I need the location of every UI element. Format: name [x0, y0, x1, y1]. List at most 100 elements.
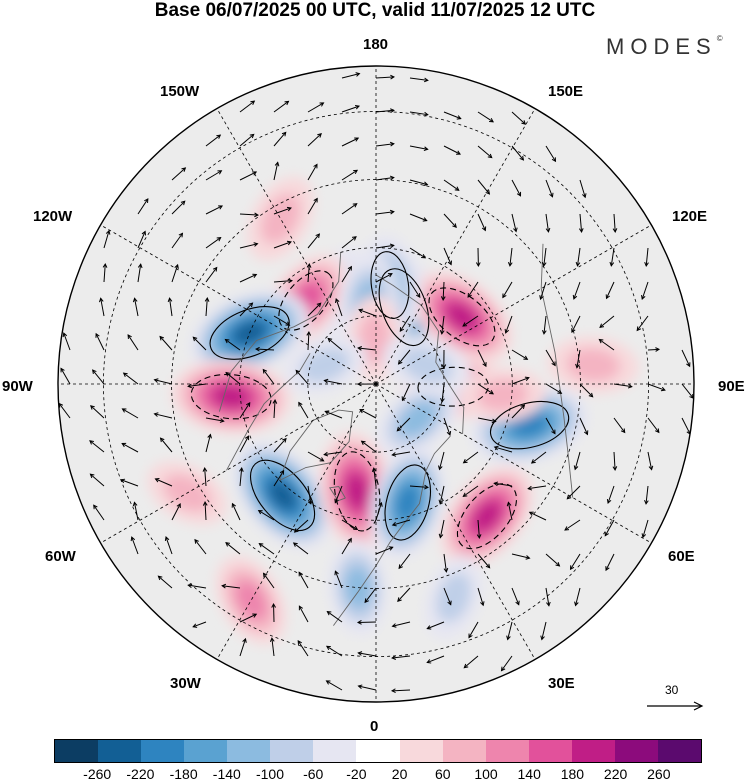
- wind-vector: [154, 379, 173, 385]
- wind-vector-head: [476, 534, 482, 539]
- wind-vector: [573, 281, 581, 300]
- meridian-line: [375, 108, 536, 385]
- wind-vector-head: [144, 198, 149, 203]
- wind-vector-head: [440, 296, 446, 302]
- anomaly-contour: [209, 306, 290, 360]
- wind-vector-head: [506, 635, 511, 641]
- wind-vector: [358, 685, 377, 691]
- map-border: [57, 65, 695, 703]
- wind-vector-head: [167, 297, 173, 303]
- colorbar-tick-label: 220: [603, 766, 628, 782]
- colorbar-cell: [356, 740, 400, 762]
- lon-label-30e: 30E: [548, 675, 575, 692]
- wind-vector-head: [218, 205, 224, 210]
- wind-vector-head: [159, 437, 165, 443]
- wind-vector: [375, 273, 393, 283]
- wind-vector: [263, 573, 275, 589]
- wind-vector-head: [358, 308, 364, 314]
- wind-vector-head: [521, 120, 527, 125]
- wind-vector: [358, 652, 377, 657]
- wind-vector-head: [90, 405, 95, 410]
- wind-vector: [681, 349, 691, 367]
- wind-vector: [463, 485, 479, 497]
- wind-vector: [511, 377, 530, 385]
- wind-vector: [205, 205, 223, 215]
- wind-vector: [543, 315, 547, 334]
- wind-vector: [543, 247, 547, 266]
- wind-vector-head: [387, 273, 393, 278]
- wind-vector-head: [443, 567, 449, 573]
- wind-vector-head: [527, 485, 533, 491]
- wind-vector: [477, 179, 490, 195]
- colorbar-cell: [227, 740, 271, 762]
- wind-vector: [579, 417, 588, 435]
- wind-vector: [160, 437, 173, 453]
- wind-vector: [613, 213, 616, 232]
- wind-vector-head: [258, 542, 264, 548]
- wind-vector-head: [482, 362, 487, 368]
- wind-vector-head: [439, 329, 445, 335]
- wind-vector-head: [181, 167, 187, 172]
- wind-vector-head: [480, 601, 485, 607]
- lon-label-60w: 60W: [45, 548, 76, 565]
- wind-vector: [171, 200, 186, 215]
- anomaly-shading: [235, 580, 267, 621]
- modes-logo: MODES©: [606, 34, 723, 60]
- wind-vector-head: [354, 137, 360, 142]
- wind-vector-head: [575, 363, 580, 369]
- wind-vector: [477, 349, 487, 367]
- wind-vector: [307, 102, 324, 113]
- wind-vector: [205, 298, 208, 317]
- wind-vector-head: [588, 392, 594, 398]
- meridian-line: [216, 383, 377, 660]
- wind-vector-head: [360, 440, 366, 446]
- wind-vector-head: [391, 521, 397, 527]
- anomaly-shading: [446, 302, 478, 331]
- wind-vector-head: [364, 598, 369, 604]
- wind-vector: [324, 379, 343, 385]
- wind-vector: [204, 468, 207, 487]
- wind-vector: [607, 485, 615, 504]
- wind-vector-head: [551, 361, 556, 367]
- wind-vector-head: [284, 100, 290, 106]
- wind-vector: [477, 519, 480, 538]
- wind-vector: [137, 198, 149, 215]
- wind-vector-head: [397, 359, 403, 365]
- wind-vector-head: [438, 533, 444, 539]
- wind-vector-head: [541, 261, 547, 267]
- wind-vector: [443, 145, 461, 155]
- wind-vector-head: [456, 150, 461, 155]
- wind-vector: [239, 302, 253, 317]
- wind-vector: [58, 403, 71, 419]
- wind-vector: [645, 485, 649, 504]
- wind-vector-head: [519, 155, 525, 161]
- wind-vector: [571, 315, 581, 333]
- wind-vector-head: [389, 141, 395, 147]
- wind-vector: [566, 485, 581, 500]
- wind-vector-head: [391, 452, 397, 457]
- wind-vector-head: [416, 293, 421, 298]
- wind-vector-head: [254, 346, 260, 352]
- wind-vector: [239, 638, 246, 657]
- wind-vector-head: [334, 570, 339, 576]
- wind-vector-head: [308, 499, 313, 505]
- wind-vector: [326, 645, 343, 657]
- wind-vector-head: [272, 398, 278, 404]
- wind-vector-head: [326, 610, 332, 616]
- wind-vector: [477, 213, 486, 231]
- wind-vector: [273, 438, 287, 453]
- wind-vector: [90, 473, 105, 487]
- wind-vector-head: [571, 328, 576, 334]
- wind-vector: [545, 213, 549, 232]
- wind-vector-head: [60, 367, 65, 373]
- wind-vector-head: [221, 583, 227, 589]
- wind-vector: [158, 575, 173, 589]
- wind-vector-head: [569, 565, 575, 571]
- wind-vector: [645, 247, 649, 266]
- wind-vector-head: [298, 401, 303, 407]
- wind-vector-head: [609, 261, 615, 267]
- wind-vector: [494, 446, 513, 453]
- wind-vector-head: [468, 633, 473, 639]
- wind-vector: [579, 213, 583, 232]
- wind-vector-head: [397, 597, 402, 603]
